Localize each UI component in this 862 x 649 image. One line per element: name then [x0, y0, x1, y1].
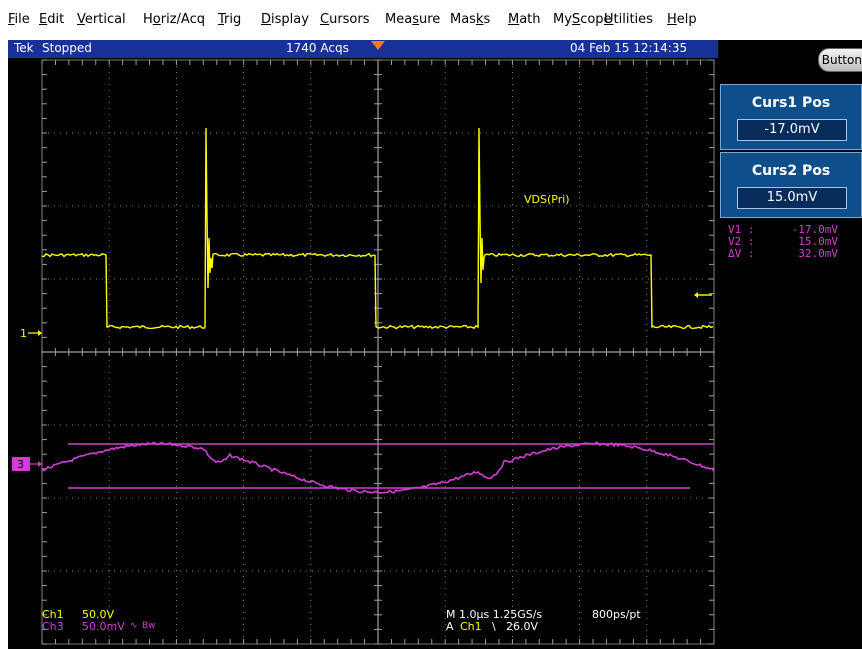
curs2-pos-control[interactable]: Curs2 Pos 15.0mV	[720, 152, 862, 218]
trigger-prefix: A	[446, 620, 454, 633]
bandwidth-label: Bw	[142, 621, 156, 631]
bandwidth-limit-icon: ∿	[130, 621, 138, 631]
menu-horiz-acq[interactable]: Horiz/Acq	[143, 12, 205, 27]
trigger-level[interactable]: 26.0V	[506, 620, 539, 633]
horizontal-scale[interactable]: M 1.0µs 1.25GS/s	[446, 608, 543, 621]
curs1-pos-control[interactable]: Curs1 Pos -17.0mV	[720, 84, 862, 150]
menu-file[interactable]: File	[8, 12, 30, 27]
curs1-title: Curs1 Pos	[751, 95, 831, 111]
menu-math[interactable]: Math	[508, 12, 541, 27]
svg-text:1: 1	[20, 327, 27, 340]
menu-utilities[interactable]: Utilities	[604, 12, 653, 27]
buttons-button[interactable]: Buttons	[818, 48, 862, 72]
curs2-value-field[interactable]: 15.0mV	[737, 187, 847, 209]
svg-text:3: 3	[17, 458, 24, 471]
menu-display[interactable]: Display	[261, 12, 309, 27]
cursor-readout-v2: V2 :15.0mV	[728, 235, 838, 248]
trigger-level-arrow[interactable]	[694, 292, 712, 298]
menu-cursors[interactable]: Cursors	[320, 12, 370, 27]
scope-window: Tek Stopped 1740 Acqs 04 Feb 15 12:14:35…	[8, 40, 862, 649]
curs2-title: Curs2 Pos	[751, 163, 831, 179]
graticule	[41, 59, 715, 645]
trigger-position-marker[interactable]	[371, 41, 385, 50]
acquisition-count: 1740 Acqs	[286, 41, 349, 55]
trigger-source[interactable]: Ch1	[460, 620, 482, 633]
cursor-readout-v1: V1 : -17.0mV	[728, 223, 838, 236]
waveform-label: VDS(Pri)	[524, 193, 570, 206]
side-panel: Buttons Curs1 Pos -17.0mV Curs2 Pos 15.0…	[718, 40, 862, 649]
menu-myscope[interactable]: MyScope	[553, 12, 612, 27]
menu-help[interactable]: Help	[667, 12, 697, 27]
ch1-scale[interactable]: 50.0V	[82, 608, 115, 621]
menu-trig[interactable]: Trig	[218, 12, 242, 27]
ch1-label[interactable]: Ch1	[42, 608, 64, 621]
status-bar: Tek Stopped 1740 Acqs 04 Feb 15 12:14:35	[8, 40, 718, 58]
record-resolution: 800ps/pt	[592, 608, 641, 621]
menu-measure[interactable]: Measure	[385, 12, 441, 27]
trigger-slope-icon: \	[492, 620, 496, 633]
ch3-ground-marker[interactable]: 3	[12, 457, 42, 471]
ch3-scale[interactable]: 50.0mV	[82, 620, 125, 633]
menu-masks[interactable]: Masks	[450, 12, 491, 27]
ch1-ground-marker[interactable]: 1	[20, 327, 42, 340]
curs1-value-field[interactable]: -17.0mV	[737, 119, 847, 141]
brand-label: Tek	[14, 41, 34, 55]
cursor-readout-delta: ΔV :32.0mV	[728, 247, 838, 260]
date-time: 04 Feb 15 12:14:35	[570, 41, 688, 55]
menu-edit[interactable]: Edit	[39, 12, 65, 27]
menu-bar: File Edit Vertical Horiz/Acq Trig Display Curs…	[0, 0, 862, 40]
ch3-label[interactable]: Ch3	[42, 620, 64, 633]
waveform-display[interactable]: VDS(Pri) 1 3	[8, 58, 718, 649]
ch1-waveform	[41, 127, 714, 330]
menu-vertical[interactable]: Vertical	[77, 12, 126, 27]
acquisition-state: Stopped	[42, 41, 92, 55]
